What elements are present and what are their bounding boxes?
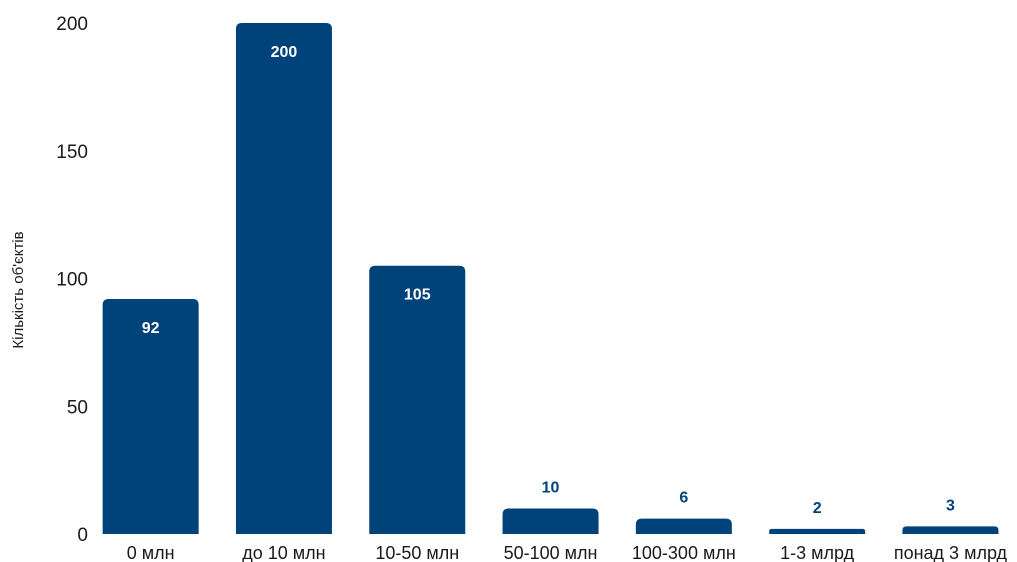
bar [635,518,732,534]
x-tick-label: 10-50 млн [375,543,459,562]
y-tick-label: 150 [56,142,88,163]
data-label: 10 [542,479,560,496]
x-tick-label: понад 3 млрд [894,543,1008,562]
bar [769,528,866,534]
x-tick-label: 1-3 млрд [780,543,854,562]
data-label: 3 [946,497,955,514]
y-tick-label: 200 [56,14,88,35]
x-tick-label: до 10 млн [242,543,325,562]
x-tick-label: 50-100 млн [504,543,598,562]
data-label: 200 [271,44,298,61]
y-axis-label: Кількість об'єктів [10,231,27,348]
bar [102,298,199,534]
x-axis-labels: 0 млн до 10 млн 10-50 млн 50-100 млн 100-300… [127,543,1008,562]
y-tick-label: 0 [77,525,88,546]
x-tick-label: 100-300 млн [632,543,736,562]
y-tick-label: 100 [56,270,88,291]
data-label: 105 [404,287,431,304]
bar [235,23,332,534]
data-label: 2 [813,500,822,517]
y-tick-label: 50 [67,397,88,418]
bar [902,526,999,534]
y-axis-ticks: 0 50 100 150 200 [56,14,88,546]
value-labels: 92 200 105 10 6 2 3 [142,44,955,517]
data-label: 92 [142,320,160,337]
bars [102,23,999,534]
x-tick-label: 0 млн [127,543,175,562]
bar [502,508,599,534]
data-label: 6 [679,490,688,507]
bar [369,265,466,534]
